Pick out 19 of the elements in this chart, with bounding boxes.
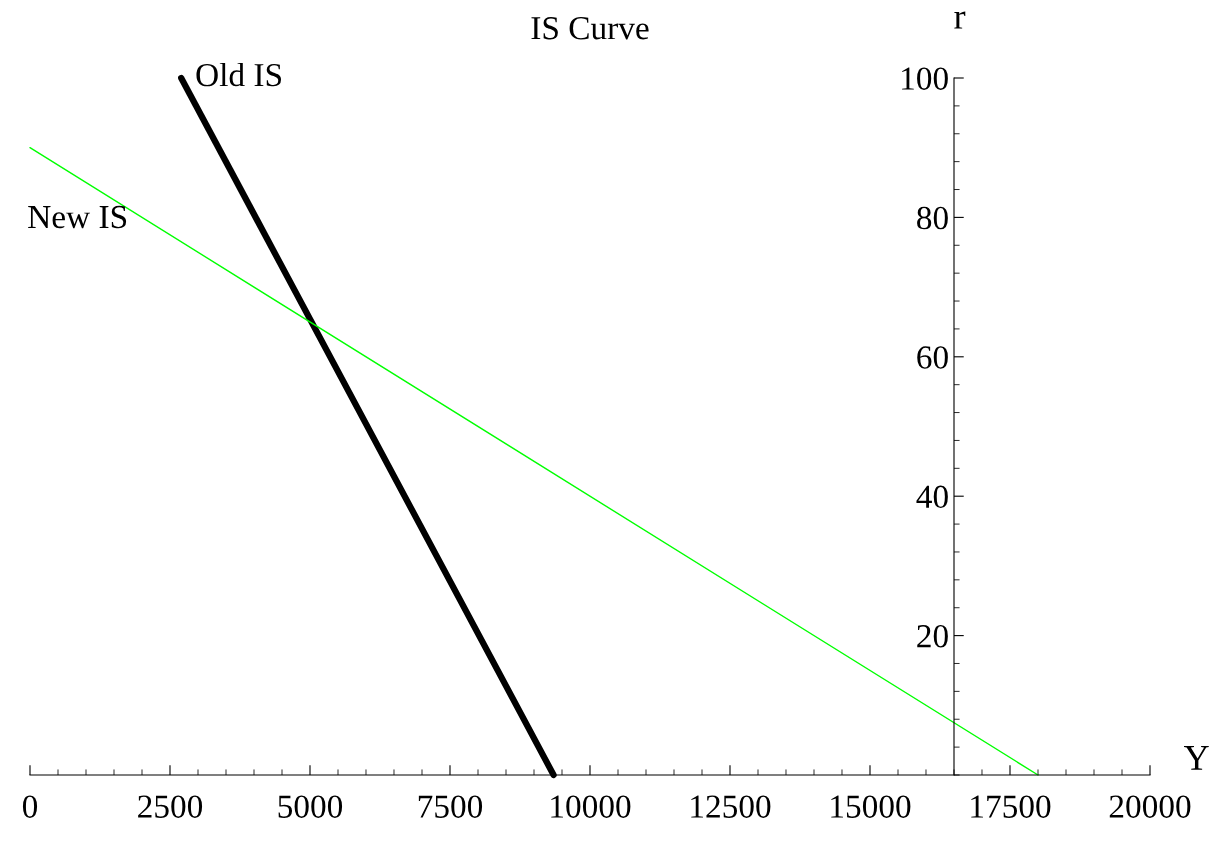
x-tick-label: 20000 [1109,795,1191,818]
y-tick-label: 80 [917,206,948,230]
annotation: Old IS [196,62,281,87]
x-axis-title: Y [1184,746,1209,770]
y-tick-label: 60 [917,346,948,369]
annotation: New IS [28,205,127,229]
x-tick-label: 12500 [691,795,771,818]
y-tick-label: 100 [902,67,948,90]
x-tick-label: 10000 [551,795,631,818]
chart-title: IS Curve [531,17,649,40]
y-tick-label: 20 [917,625,948,648]
x-tick-label: 0 [22,795,38,818]
x-tick-label: 7500 [418,795,483,818]
x-tick-label: 5000 [278,795,343,818]
x-tick-label: 15000 [831,795,911,818]
x-tick-label: 17500 [971,795,1051,818]
y-axis-title: r [954,11,966,29]
y-tick-label: 40 [916,485,948,509]
x-tick-label: 2500 [138,795,203,818]
